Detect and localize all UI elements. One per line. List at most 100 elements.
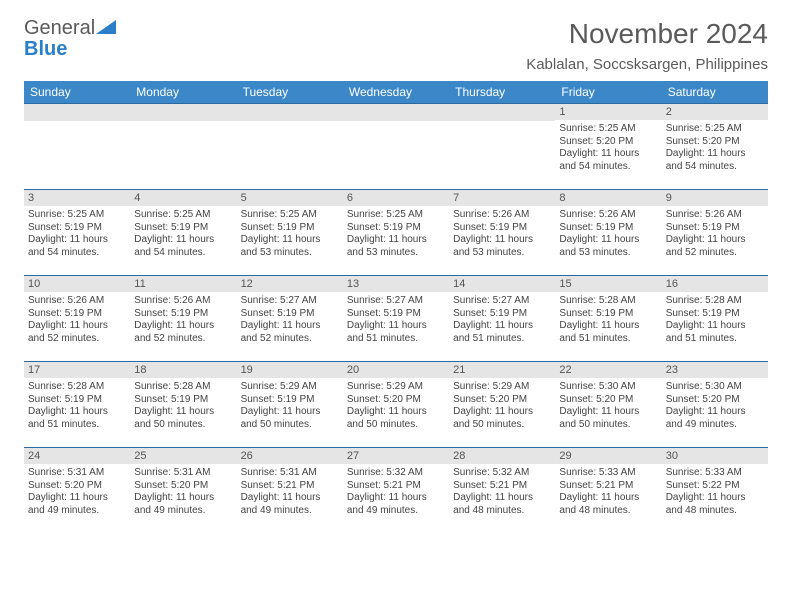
sunrise-text: Sunrise: 5:28 AM bbox=[666, 295, 764, 308]
day-number: 14 bbox=[449, 276, 555, 292]
calendar-cell: 13Sunrise: 5:27 AMSunset: 5:19 PMDayligh… bbox=[343, 275, 449, 361]
day-details: Sunrise: 5:31 AMSunset: 5:20 PMDaylight:… bbox=[130, 464, 236, 521]
daylight-line2: and 53 minutes. bbox=[559, 247, 657, 260]
calendar-cell: 7Sunrise: 5:26 AMSunset: 5:19 PMDaylight… bbox=[449, 189, 555, 275]
daylight-line1: Daylight: 11 hours bbox=[453, 492, 551, 505]
calendar-cell: 12Sunrise: 5:27 AMSunset: 5:19 PMDayligh… bbox=[237, 275, 343, 361]
day-details: Sunrise: 5:29 AMSunset: 5:19 PMDaylight:… bbox=[237, 378, 343, 435]
daylight-line2: and 52 minutes. bbox=[666, 247, 764, 260]
sunset-text: Sunset: 5:19 PM bbox=[666, 308, 764, 321]
day-details: Sunrise: 5:27 AMSunset: 5:19 PMDaylight:… bbox=[343, 292, 449, 349]
sunrise-text: Sunrise: 5:33 AM bbox=[666, 467, 764, 480]
weekday-header: Saturday bbox=[662, 81, 768, 103]
sunset-text: Sunset: 5:19 PM bbox=[134, 308, 232, 321]
sunset-text: Sunset: 5:20 PM bbox=[559, 394, 657, 407]
calendar-cell: 9Sunrise: 5:26 AMSunset: 5:19 PMDaylight… bbox=[662, 189, 768, 275]
calendar-cell-empty bbox=[449, 103, 555, 189]
day-number: 2 bbox=[662, 104, 768, 120]
daylight-line2: and 54 minutes. bbox=[134, 247, 232, 260]
daylight-line1: Daylight: 11 hours bbox=[559, 234, 657, 247]
day-number: 13 bbox=[343, 276, 449, 292]
calendar-cell: 25Sunrise: 5:31 AMSunset: 5:20 PMDayligh… bbox=[130, 447, 236, 533]
day-number: 19 bbox=[237, 362, 343, 378]
calendar-cell: 6Sunrise: 5:25 AMSunset: 5:19 PMDaylight… bbox=[343, 189, 449, 275]
weekday-header: Wednesday bbox=[343, 81, 449, 103]
daylight-line1: Daylight: 11 hours bbox=[241, 234, 339, 247]
day-details: Sunrise: 5:25 AMSunset: 5:20 PMDaylight:… bbox=[662, 120, 768, 177]
calendar-cell-empty bbox=[343, 103, 449, 189]
sunrise-text: Sunrise: 5:25 AM bbox=[347, 209, 445, 222]
day-details: Sunrise: 5:25 AMSunset: 5:19 PMDaylight:… bbox=[237, 206, 343, 263]
sunrise-text: Sunrise: 5:29 AM bbox=[347, 381, 445, 394]
day-details: Sunrise: 5:26 AMSunset: 5:19 PMDaylight:… bbox=[130, 292, 236, 349]
sunrise-text: Sunrise: 5:29 AM bbox=[453, 381, 551, 394]
daylight-line1: Daylight: 11 hours bbox=[134, 234, 232, 247]
daylight-line2: and 49 minutes. bbox=[241, 505, 339, 518]
daylight-line1: Daylight: 11 hours bbox=[241, 320, 339, 333]
calendar-cell: 29Sunrise: 5:33 AMSunset: 5:21 PMDayligh… bbox=[555, 447, 661, 533]
sunset-text: Sunset: 5:19 PM bbox=[453, 222, 551, 235]
sunrise-text: Sunrise: 5:27 AM bbox=[241, 295, 339, 308]
sunrise-text: Sunrise: 5:28 AM bbox=[28, 381, 126, 394]
daylight-line1: Daylight: 11 hours bbox=[134, 320, 232, 333]
sunset-text: Sunset: 5:22 PM bbox=[666, 480, 764, 493]
logo-triangle-icon bbox=[96, 20, 116, 34]
day-details: Sunrise: 5:26 AMSunset: 5:19 PMDaylight:… bbox=[662, 206, 768, 263]
sunrise-text: Sunrise: 5:33 AM bbox=[559, 467, 657, 480]
calendar-cell: 19Sunrise: 5:29 AMSunset: 5:19 PMDayligh… bbox=[237, 361, 343, 447]
daylight-line2: and 52 minutes. bbox=[241, 333, 339, 346]
day-details: Sunrise: 5:32 AMSunset: 5:21 PMDaylight:… bbox=[449, 464, 555, 521]
daylight-line1: Daylight: 11 hours bbox=[559, 492, 657, 505]
sunset-text: Sunset: 5:21 PM bbox=[453, 480, 551, 493]
day-details: Sunrise: 5:30 AMSunset: 5:20 PMDaylight:… bbox=[555, 378, 661, 435]
calendar-cell: 15Sunrise: 5:28 AMSunset: 5:19 PMDayligh… bbox=[555, 275, 661, 361]
sunrise-text: Sunrise: 5:31 AM bbox=[28, 467, 126, 480]
daylight-line1: Daylight: 11 hours bbox=[241, 492, 339, 505]
day-number: 4 bbox=[130, 190, 236, 206]
day-details: Sunrise: 5:31 AMSunset: 5:21 PMDaylight:… bbox=[237, 464, 343, 521]
day-number: 5 bbox=[237, 190, 343, 206]
sunrise-text: Sunrise: 5:27 AM bbox=[453, 295, 551, 308]
sunset-text: Sunset: 5:19 PM bbox=[28, 394, 126, 407]
calendar-cell: 22Sunrise: 5:30 AMSunset: 5:20 PMDayligh… bbox=[555, 361, 661, 447]
day-details: Sunrise: 5:26 AMSunset: 5:19 PMDaylight:… bbox=[555, 206, 661, 263]
calendar-cell: 18Sunrise: 5:28 AMSunset: 5:19 PMDayligh… bbox=[130, 361, 236, 447]
day-number: 16 bbox=[662, 276, 768, 292]
sunrise-text: Sunrise: 5:32 AM bbox=[453, 467, 551, 480]
daylight-line2: and 49 minutes. bbox=[666, 419, 764, 432]
day-number: 20 bbox=[343, 362, 449, 378]
daylight-line1: Daylight: 11 hours bbox=[28, 234, 126, 247]
day-number: 24 bbox=[24, 448, 130, 464]
calendar-cell: 28Sunrise: 5:32 AMSunset: 5:21 PMDayligh… bbox=[449, 447, 555, 533]
calendar-cell: 10Sunrise: 5:26 AMSunset: 5:19 PMDayligh… bbox=[24, 275, 130, 361]
calendar-cell: 21Sunrise: 5:29 AMSunset: 5:20 PMDayligh… bbox=[449, 361, 555, 447]
day-details: Sunrise: 5:25 AMSunset: 5:19 PMDaylight:… bbox=[130, 206, 236, 263]
day-details: Sunrise: 5:30 AMSunset: 5:20 PMDaylight:… bbox=[662, 378, 768, 435]
weekday-header: Sunday bbox=[24, 81, 130, 103]
daylight-line1: Daylight: 11 hours bbox=[134, 406, 232, 419]
calendar-cell: 16Sunrise: 5:28 AMSunset: 5:19 PMDayligh… bbox=[662, 275, 768, 361]
daylight-line1: Daylight: 11 hours bbox=[559, 320, 657, 333]
day-number: 17 bbox=[24, 362, 130, 378]
daylight-line2: and 50 minutes. bbox=[347, 419, 445, 432]
calendar-cell: 5Sunrise: 5:25 AMSunset: 5:19 PMDaylight… bbox=[237, 189, 343, 275]
sunrise-text: Sunrise: 5:29 AM bbox=[241, 381, 339, 394]
daylight-line1: Daylight: 11 hours bbox=[28, 406, 126, 419]
sunrise-text: Sunrise: 5:27 AM bbox=[347, 295, 445, 308]
day-number: 18 bbox=[130, 362, 236, 378]
daylight-line2: and 52 minutes. bbox=[28, 333, 126, 346]
sunset-text: Sunset: 5:21 PM bbox=[241, 480, 339, 493]
daylight-line2: and 49 minutes. bbox=[134, 505, 232, 518]
day-details: Sunrise: 5:33 AMSunset: 5:21 PMDaylight:… bbox=[555, 464, 661, 521]
sunset-text: Sunset: 5:20 PM bbox=[666, 394, 764, 407]
calendar-cell: 11Sunrise: 5:26 AMSunset: 5:19 PMDayligh… bbox=[130, 275, 236, 361]
calendar-cell-empty bbox=[237, 103, 343, 189]
daylight-line2: and 54 minutes. bbox=[28, 247, 126, 260]
day-details: Sunrise: 5:25 AMSunset: 5:20 PMDaylight:… bbox=[555, 120, 661, 177]
sunset-text: Sunset: 5:20 PM bbox=[666, 136, 764, 149]
sunrise-text: Sunrise: 5:26 AM bbox=[28, 295, 126, 308]
weekday-header: Thursday bbox=[449, 81, 555, 103]
daylight-line1: Daylight: 11 hours bbox=[28, 320, 126, 333]
daylight-line2: and 53 minutes. bbox=[347, 247, 445, 260]
sunrise-text: Sunrise: 5:25 AM bbox=[28, 209, 126, 222]
